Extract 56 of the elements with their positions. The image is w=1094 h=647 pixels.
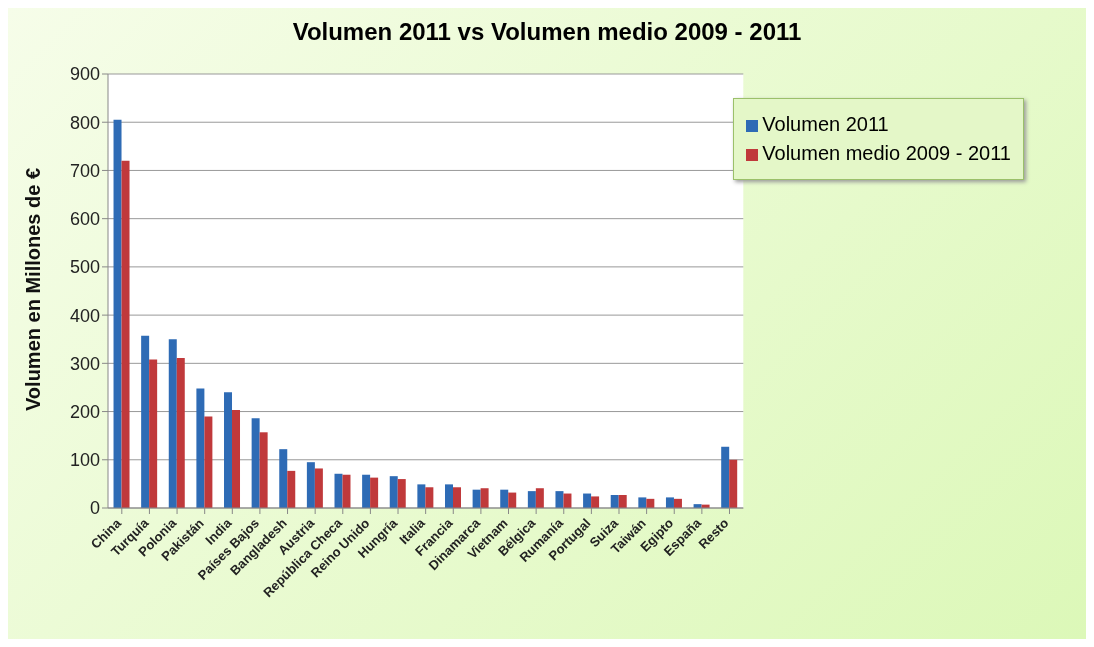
legend-label: Volumen medio 2009 - 2011 <box>761 142 1011 165</box>
bar <box>149 359 158 508</box>
bar <box>306 462 315 508</box>
bar <box>224 392 233 508</box>
y-tick-label: 100 <box>69 450 100 471</box>
y-tick-label: 300 <box>69 353 100 374</box>
bar <box>583 493 592 508</box>
y-axis-title: Volumen en Millones de € <box>22 167 45 411</box>
bar <box>555 491 564 508</box>
bar <box>362 474 371 508</box>
bar <box>591 496 600 508</box>
bar <box>417 484 426 508</box>
bar <box>610 494 619 508</box>
bar <box>204 416 213 508</box>
bar <box>563 493 572 508</box>
bar <box>527 491 536 508</box>
bar <box>618 494 627 508</box>
bar <box>279 449 288 508</box>
bar <box>638 497 647 508</box>
bar <box>259 432 268 508</box>
legend-label: Volumen 2011 <box>761 113 890 136</box>
bar <box>444 484 453 508</box>
bar <box>535 488 544 508</box>
bar <box>370 477 379 508</box>
bar <box>425 487 434 508</box>
bar <box>334 473 343 508</box>
bar <box>729 459 738 508</box>
y-tick-label: 0 <box>89 498 100 519</box>
bar <box>500 489 509 508</box>
bar <box>342 474 351 508</box>
bar <box>665 497 674 508</box>
bar <box>472 489 481 508</box>
bar <box>721 446 730 508</box>
y-tick-label: 900 <box>69 64 100 85</box>
y-tick-label: 800 <box>69 112 100 133</box>
bar <box>196 388 205 508</box>
bar <box>232 410 241 508</box>
chart-title: Volumen 2011 vs Volumen medio 2009 - 2011 <box>291 17 803 47</box>
bar <box>314 468 323 508</box>
bar <box>141 335 150 508</box>
bar <box>389 476 398 508</box>
bar <box>508 492 517 508</box>
bar <box>113 119 122 508</box>
y-tick-label: 200 <box>69 401 100 422</box>
bar <box>397 479 406 508</box>
bar <box>287 470 296 508</box>
bar <box>480 488 489 508</box>
bar <box>251 418 260 508</box>
bar <box>452 487 461 508</box>
bar <box>168 339 177 508</box>
y-tick-label: 500 <box>69 257 100 278</box>
bar <box>121 160 130 508</box>
y-tick-label: 700 <box>69 160 100 181</box>
bar <box>176 358 185 508</box>
y-tick-label: 600 <box>69 209 100 230</box>
y-tick-label: 400 <box>69 305 100 326</box>
